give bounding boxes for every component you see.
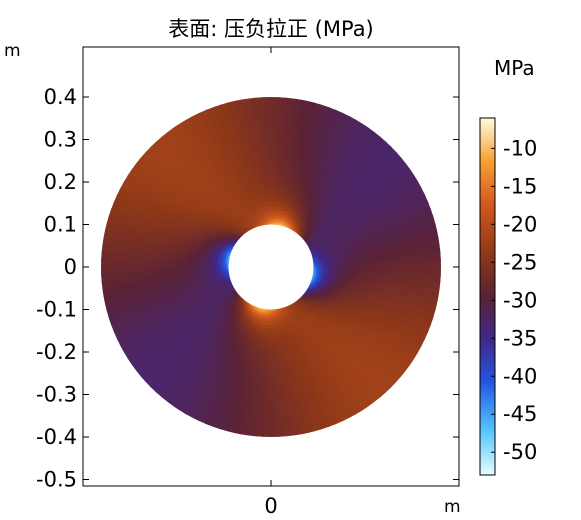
field-cell bbox=[344, 269, 352, 275]
y-tick-label: 0.4 bbox=[44, 85, 77, 109]
colorbar-tick-label: -30 bbox=[503, 288, 537, 312]
y-tick-label: 0.2 bbox=[44, 170, 77, 194]
stress-field bbox=[101, 97, 441, 437]
field-cell bbox=[335, 269, 342, 274]
field-cell bbox=[273, 181, 279, 189]
field-cell bbox=[270, 191, 275, 198]
field-cell bbox=[270, 200, 275, 206]
colorbar-tick-label: -20 bbox=[503, 212, 537, 236]
field-cell bbox=[336, 266, 342, 271]
field-cell bbox=[270, 186, 275, 193]
y-tick-label: -0.5 bbox=[36, 468, 77, 492]
colorbar-unit-label: MPa bbox=[494, 56, 535, 80]
colorbar-tick-label: -25 bbox=[503, 250, 537, 274]
field-cell bbox=[185, 262, 193, 268]
field-cell bbox=[340, 269, 347, 275]
field-cell bbox=[185, 259, 193, 265]
y-tick-label: 0.1 bbox=[44, 213, 77, 237]
field-cell bbox=[332, 266, 338, 271]
field-cell bbox=[204, 263, 210, 268]
field-cell bbox=[273, 191, 279, 198]
colorbar-ticks: -10 -15 -20 -25 -30 -35 -40 -45 -50 bbox=[491, 136, 537, 464]
field-cell bbox=[267, 332, 272, 338]
field-cell bbox=[267, 341, 272, 348]
field-cell bbox=[190, 263, 197, 268]
field-cell bbox=[200, 260, 207, 265]
field-cell bbox=[273, 196, 278, 203]
colorbar-tick-label: -10 bbox=[503, 136, 537, 160]
y-tick-label: 0 bbox=[64, 255, 77, 279]
field-cell bbox=[273, 186, 279, 194]
field-cell bbox=[200, 263, 206, 268]
chart-title: 表面: 压负拉正 (MPa) bbox=[168, 17, 374, 41]
field-cell bbox=[263, 336, 269, 343]
field-cell bbox=[264, 331, 269, 338]
field-cell bbox=[267, 336, 272, 343]
y-tick-label: -0.1 bbox=[36, 298, 77, 322]
field-cell bbox=[340, 266, 347, 271]
field-cell bbox=[345, 266, 352, 271]
y-tick-label: -0.2 bbox=[36, 340, 77, 364]
field-cell bbox=[263, 340, 269, 348]
y-tick-label: -0.4 bbox=[36, 425, 77, 449]
y-tick-label: -0.3 bbox=[36, 383, 77, 407]
colorbar-tick-label: -40 bbox=[503, 364, 537, 388]
x-axis-unit-label: m bbox=[444, 497, 461, 517]
field-cell bbox=[270, 181, 276, 189]
y-tick-label: 0.3 bbox=[44, 128, 77, 152]
colorbar-tick-label: -50 bbox=[503, 440, 537, 464]
field-cell bbox=[195, 263, 202, 268]
field-cell bbox=[432, 265, 441, 276]
colorbar-tick-label: -35 bbox=[503, 326, 537, 350]
colorbar bbox=[479, 117, 496, 476]
field-cell bbox=[195, 259, 202, 265]
field-cell bbox=[270, 196, 275, 202]
field-cell bbox=[190, 259, 198, 265]
colorbar-tick-label: -15 bbox=[503, 174, 537, 198]
field-cell bbox=[267, 328, 272, 334]
x-tick-label: 0 bbox=[264, 494, 277, 518]
y-axis-unit-label: m bbox=[4, 41, 21, 61]
colorbar-tick-label: -45 bbox=[503, 402, 537, 426]
